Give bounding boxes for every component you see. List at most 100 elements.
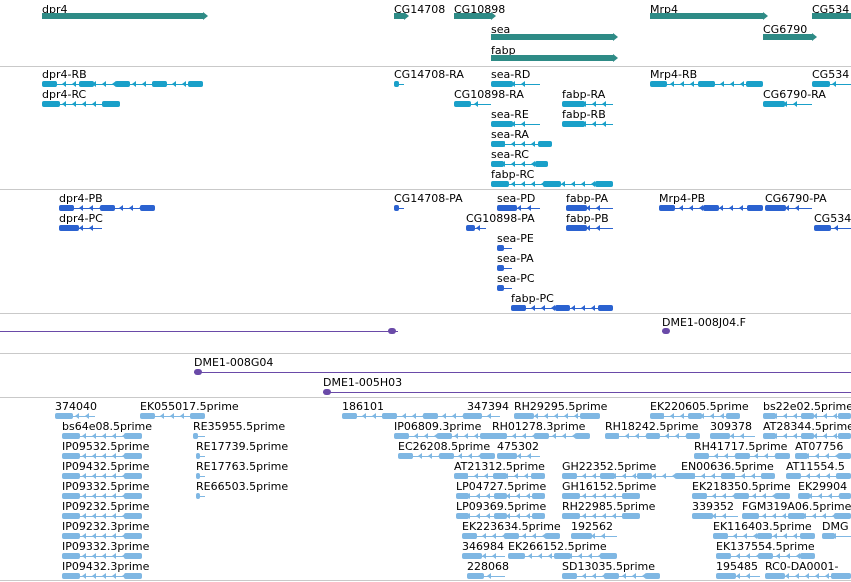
est-exon[interactable] (763, 433, 776, 439)
est-exon[interactable] (508, 553, 525, 559)
est-exon[interactable] (716, 553, 731, 559)
protein-exon[interactable] (511, 305, 526, 311)
protein-exon[interactable] (466, 225, 475, 231)
est-exon[interactable] (600, 553, 617, 559)
transcript-exon[interactable] (42, 81, 57, 87)
est-exon[interactable] (795, 453, 808, 459)
transcript-exon[interactable] (42, 101, 60, 107)
est-exon[interactable] (562, 473, 577, 479)
est-exon[interactable] (382, 413, 397, 419)
est-exon[interactable] (622, 493, 640, 499)
est-exon[interactable] (456, 493, 469, 499)
transcript-exon[interactable] (491, 161, 504, 167)
est-exon[interactable] (801, 433, 814, 439)
est-exon[interactable] (604, 573, 619, 579)
est-exon[interactable] (692, 493, 707, 499)
est-exon[interactable] (758, 553, 773, 559)
est-exon[interactable] (580, 413, 600, 419)
protein-exon[interactable] (747, 205, 763, 211)
est-exon[interactable] (531, 473, 545, 479)
gene-feature[interactable] (491, 55, 613, 61)
est-exon[interactable] (493, 473, 507, 479)
transcript-exon[interactable] (102, 101, 120, 107)
est-exon[interactable] (494, 493, 507, 499)
est-exon[interactable] (480, 453, 495, 459)
clone-end[interactable] (662, 328, 670, 334)
transcript-exon[interactable] (535, 161, 548, 167)
transcript-exon[interactable] (538, 141, 552, 147)
transcript-exon[interactable] (152, 81, 167, 87)
est-exon[interactable] (694, 453, 709, 459)
transcript-exon[interactable] (650, 81, 667, 87)
est-exon[interactable] (688, 413, 702, 419)
protein-exon[interactable] (598, 305, 613, 311)
est-exon[interactable] (55, 413, 73, 419)
est-exon[interactable] (650, 413, 664, 419)
est-exon[interactable] (788, 513, 805, 519)
protein-exon[interactable] (497, 285, 504, 291)
est-exon[interactable] (62, 453, 80, 459)
est-exon[interactable] (342, 413, 357, 419)
est-exon[interactable] (838, 433, 851, 439)
est-exon[interactable] (763, 413, 776, 419)
gene-feature[interactable] (454, 13, 491, 19)
est-exon[interactable] (721, 473, 735, 479)
est-exon[interactable] (62, 513, 80, 519)
clone-end[interactable] (323, 389, 331, 395)
est-exon[interactable] (713, 533, 728, 539)
protein-exon[interactable] (59, 205, 74, 211)
est-exon[interactable] (600, 473, 615, 479)
protein-exon[interactable] (394, 205, 399, 211)
est-exon[interactable] (467, 413, 482, 419)
est-exon[interactable] (545, 533, 560, 539)
est-exon[interactable] (456, 513, 469, 519)
est-exon[interactable] (534, 433, 549, 439)
est-exon[interactable] (605, 433, 619, 439)
est-exon[interactable] (562, 573, 577, 579)
protein-exon[interactable] (659, 205, 675, 211)
est-exon[interactable] (839, 493, 851, 499)
gene-feature[interactable] (650, 13, 763, 19)
gene-feature[interactable] (812, 13, 851, 19)
est-exon[interactable] (838, 413, 851, 419)
est-exon[interactable] (462, 533, 477, 539)
protein-exon[interactable] (814, 225, 831, 231)
gene-feature[interactable] (763, 34, 812, 40)
est-exon[interactable] (62, 553, 80, 559)
clone-line[interactable] (0, 331, 398, 332)
transcript-exon[interactable] (746, 81, 763, 87)
est-exon[interactable] (798, 493, 810, 499)
protein-exon[interactable] (497, 245, 504, 251)
gene-feature[interactable] (394, 13, 404, 19)
est-exon[interactable] (800, 533, 815, 539)
est-exon[interactable] (62, 473, 80, 479)
est-exon[interactable] (62, 573, 80, 579)
est-exon[interactable] (62, 493, 80, 499)
clone-end[interactable] (194, 369, 202, 375)
est-exon[interactable] (646, 433, 660, 439)
est-exon[interactable] (504, 533, 519, 539)
est-exon[interactable] (423, 413, 438, 419)
est-exon[interactable] (532, 513, 545, 519)
transcript-exon[interactable] (812, 81, 830, 87)
clone-end[interactable] (388, 328, 396, 334)
est-exon[interactable] (834, 513, 851, 519)
transcript-exon[interactable] (491, 141, 505, 147)
est-exon[interactable] (140, 413, 155, 419)
est-exon[interactable] (742, 513, 759, 519)
est-exon[interactable] (467, 573, 484, 579)
est-exon[interactable] (681, 473, 695, 479)
protein-exon[interactable] (100, 205, 115, 211)
protein-exon[interactable] (497, 265, 504, 271)
est-exon[interactable] (196, 473, 200, 479)
est-exon[interactable] (494, 513, 507, 519)
est-exon[interactable] (800, 553, 815, 559)
est-exon[interactable] (398, 453, 413, 459)
transcript-exon[interactable] (698, 81, 715, 87)
est-exon[interactable] (686, 433, 700, 439)
est-exon[interactable] (836, 473, 851, 479)
est-exon[interactable] (196, 493, 200, 499)
est-exon[interactable] (562, 513, 580, 519)
est-exon[interactable] (575, 433, 590, 439)
est-exon[interactable] (193, 433, 198, 439)
